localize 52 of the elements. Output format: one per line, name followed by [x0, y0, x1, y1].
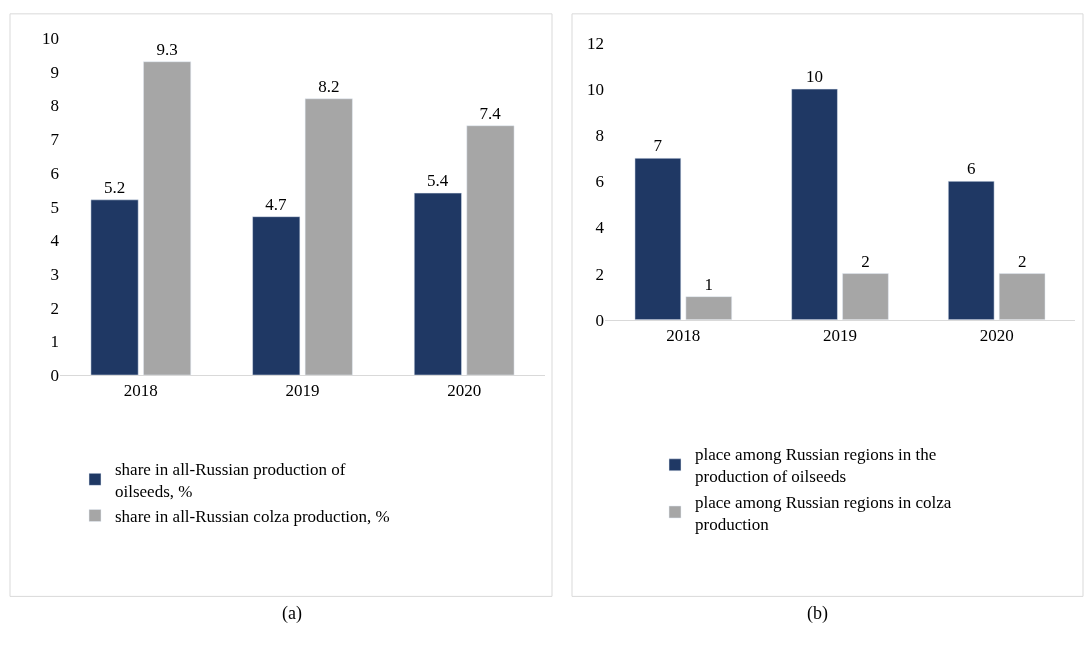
data-label: 9.3: [156, 39, 178, 59]
y-tick-label: 10: [42, 29, 59, 49]
y-tick-label: 12: [587, 33, 604, 53]
y-tick-label: 6: [50, 163, 59, 183]
bar: [685, 296, 732, 320]
y-tick-label: 9: [50, 62, 59, 82]
data-label: 8.2: [318, 76, 340, 96]
data-label: 2: [1017, 251, 1027, 271]
y-tick-label: 2: [50, 298, 59, 318]
bar: [143, 61, 191, 376]
bar: [304, 98, 353, 376]
data-label: 5.4: [427, 171, 449, 191]
data-label: 1: [704, 274, 714, 294]
bar: [948, 181, 995, 320]
x-tick-label: 2020: [979, 326, 1014, 346]
data-label: 7: [653, 136, 663, 156]
data-label: 10: [806, 67, 824, 87]
data-label: 5.2: [103, 177, 126, 197]
data-label: 7.4: [479, 103, 502, 123]
y-tick-label: 1: [50, 332, 59, 352]
y-tick-label: 6: [595, 172, 604, 192]
y-tick-label: 5: [50, 197, 59, 217]
y-tick-label: 2: [595, 264, 604, 284]
bar: [634, 158, 682, 320]
data-label: 4.7: [265, 194, 288, 214]
data-label: 2: [861, 251, 870, 271]
y-tick-label: 8: [50, 96, 59, 116]
text: (a): [282, 603, 302, 624]
bar: [998, 273, 1046, 320]
data-label: 6: [966, 159, 976, 179]
bar: [90, 199, 139, 376]
x-tick-label: 2019: [285, 381, 320, 401]
x-tick-label: 2018: [666, 326, 701, 346]
bar: [842, 273, 889, 320]
y-tick-label: 0: [50, 365, 59, 385]
legend-label: share in all-Russian colza production, %: [115, 507, 390, 527]
bar: [466, 125, 515, 376]
text: (b): [807, 603, 828, 624]
x-tick-label: 2019: [823, 326, 857, 346]
bar: [791, 88, 838, 320]
y-tick-label: 10: [587, 80, 604, 100]
y-tick-label: 4: [50, 231, 60, 251]
y-tick-label: 4: [595, 218, 605, 238]
x-tick-label: 2018: [123, 381, 158, 401]
y-tick-label: 3: [50, 264, 59, 284]
y-tick-label: 0: [595, 310, 604, 330]
legend-label: place among Russian regions in colza production: [695, 492, 952, 534]
y-tick-label: 8: [595, 126, 604, 146]
bar: [414, 192, 462, 376]
y-tick-label: 7: [50, 130, 60, 150]
x-tick-label: 2020: [447, 381, 482, 401]
bar: [252, 216, 301, 376]
